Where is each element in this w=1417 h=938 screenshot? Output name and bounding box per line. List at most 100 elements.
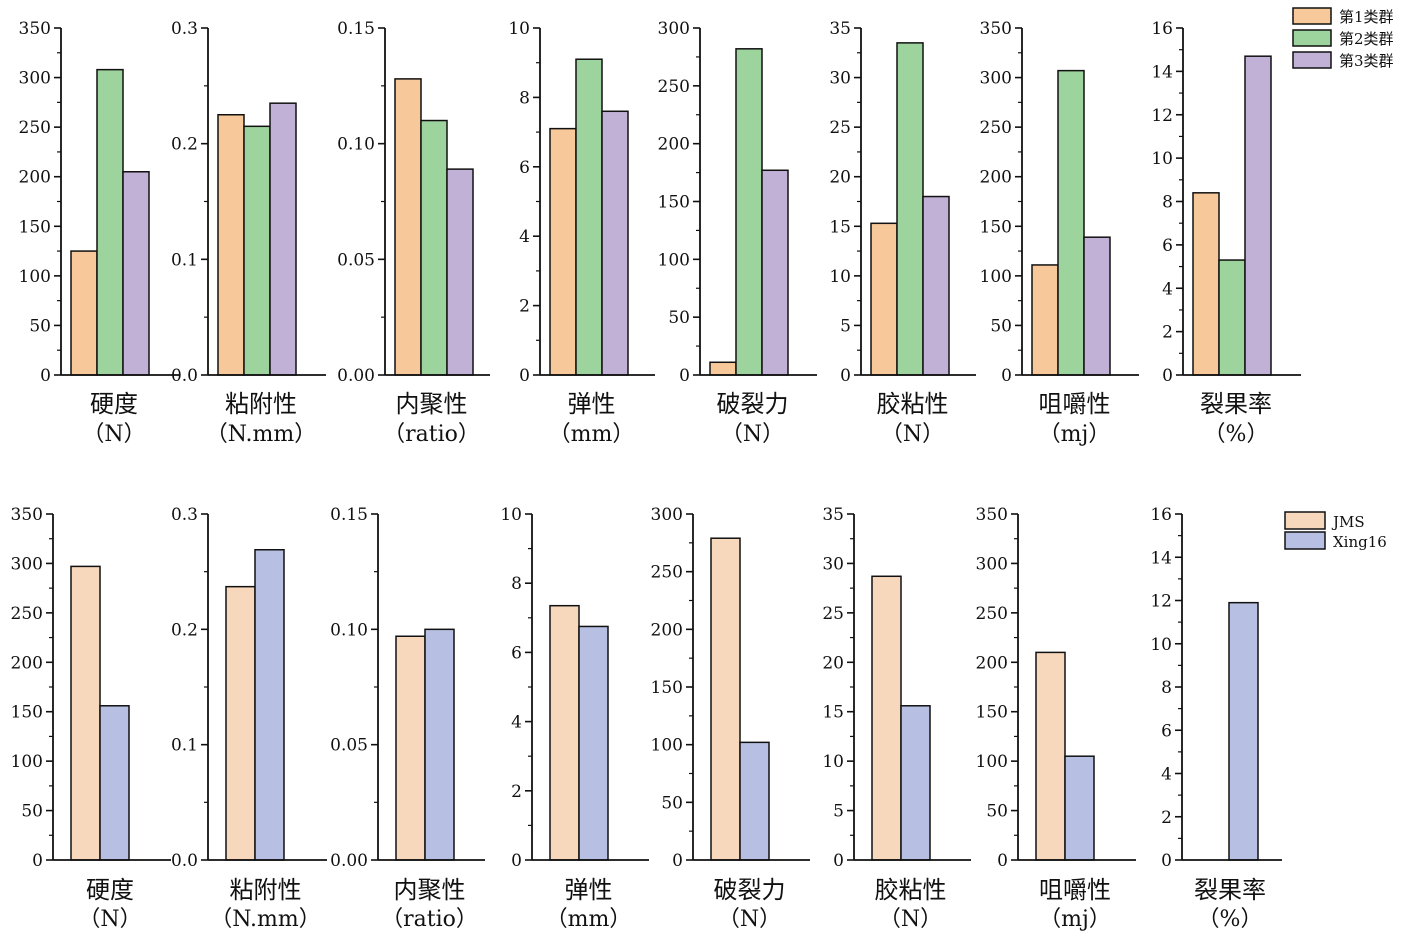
y-tick-label: 50 (21, 802, 43, 822)
y-tick-label: 30 (822, 554, 844, 574)
y-tick-label: 250 (976, 604, 1008, 624)
y-tick-label: 0 (997, 851, 1008, 871)
panel-bottom-8: 0 2 4 6 8 10 12 14 16 裂果率 （%） (1150, 505, 1282, 932)
y-tick-label: 50 (668, 308, 690, 328)
y-tick-label: 300 (980, 69, 1012, 89)
y-tick-label: 0.10 (337, 135, 375, 155)
y-tick-label: 0 (679, 366, 690, 386)
bar-Xing16 (739, 741, 770, 861)
legend-label: JMS (1331, 513, 1365, 531)
x-axis-label: 胶粘性 (875, 876, 947, 904)
y-tick-label: 50 (661, 793, 683, 813)
bar-第1类群 (549, 127, 577, 376)
bar-JMS (549, 604, 580, 861)
legend-bottom: JMS Xing16 (1284, 511, 1387, 551)
y-tick-label: 6 (511, 643, 522, 663)
bar-JMS (871, 575, 902, 861)
y-tick-label: 12 (1151, 106, 1173, 126)
bar-第2类群 (575, 58, 603, 376)
x-axis-unit: （N） (879, 907, 942, 932)
x-axis-label: 弹性 (565, 876, 613, 904)
x-axis-unit: （N） (82, 422, 145, 447)
legend-label: Xing16 (1333, 533, 1387, 551)
legend-swatch (1292, 29, 1332, 47)
panel-top-2: 0.0 0.1 0.2 0.3 粘附性 （N.mm） (171, 19, 326, 447)
y-tick-label: 250 (651, 563, 683, 583)
bar-JMS (225, 585, 256, 861)
y-tick-label: 25 (822, 604, 844, 624)
bar-第3类群 (1083, 236, 1111, 376)
bar-第1类群 (870, 222, 898, 376)
x-axis-label: 破裂力 (714, 876, 786, 904)
bar-第3类群 (446, 168, 474, 376)
x-axis-label: 胶粘性 (877, 390, 949, 418)
x-axis-unit: （N） (78, 907, 141, 932)
y-tick-label: 10 (508, 19, 530, 39)
panel-top-3: 0.00 0.05 0.10 0.15 内聚性 （ratio） (337, 19, 490, 447)
bar-第3类群 (122, 171, 150, 376)
x-axis-unit: （N） (881, 422, 944, 447)
y-tick-label: 8 (511, 574, 522, 594)
y-tick-label: 10 (829, 267, 851, 287)
x-axis-unit: （N.mm） (206, 422, 317, 447)
y-tick-label: 0.05 (337, 250, 375, 270)
y-tick-label: 300 (658, 19, 690, 39)
bar-第3类群 (922, 195, 950, 376)
x-axis-label: 内聚性 (394, 876, 466, 904)
y-tick-label: 100 (651, 736, 683, 756)
y-tick-label: 8 (1161, 678, 1172, 698)
y-tick-label: 4 (511, 713, 522, 733)
y-tick-label: 300 (11, 554, 43, 574)
y-tick-label: 350 (19, 19, 51, 39)
panel-top-1: 0 50 100 150 200 250 300 350 硬度 （N） (19, 19, 179, 447)
y-tick-label: 100 (19, 267, 51, 287)
y-tick-label: 8 (519, 88, 530, 108)
bar-JMS (395, 635, 426, 861)
y-tick-label: 0 (1161, 851, 1172, 871)
bar-第1类群 (1192, 192, 1220, 376)
y-tick-label: 10 (1150, 635, 1172, 655)
panel-bottom-3: 0.00 0.05 0.10 0.15 内聚性 （ratio） (330, 505, 485, 932)
bar-Xing16 (99, 705, 130, 861)
bar-第1类群 (709, 361, 737, 376)
legend-label: 第3类群 (1339, 52, 1394, 70)
x-axis-unit: （mm） (546, 907, 632, 932)
x-axis-unit: （mm） (549, 422, 635, 447)
y-tick-label: 16 (1151, 19, 1173, 39)
y-tick-label: 35 (822, 505, 844, 525)
y-tick-label: 10 (1151, 149, 1173, 169)
panel-bottom-2: 0.0 0.1 0.2 0.3 粘附性 （N.mm） (171, 505, 327, 932)
y-tick-label: 4 (1161, 765, 1172, 785)
y-tick-label: 100 (658, 250, 690, 270)
x-axis-unit: （%） (1204, 422, 1269, 447)
y-tick-label: 50 (990, 316, 1012, 336)
x-axis-unit: （ratio） (381, 907, 478, 932)
panel-bottom-5: 0 50 100 150 200 250 300 破裂力 （N） (651, 505, 810, 932)
y-tick-label: 250 (658, 77, 690, 97)
y-tick-label: 2 (1162, 323, 1173, 343)
legend-label: 第2类群 (1339, 30, 1394, 48)
x-axis-label: 内聚性 (396, 390, 468, 418)
x-axis-label: 弹性 (568, 390, 616, 418)
y-tick-label: 5 (840, 316, 851, 336)
y-tick-label: 6 (1161, 721, 1172, 741)
y-tick-label: 150 (658, 193, 690, 213)
panels: 050100150200250300350硬度（N）0.00.10.20.3粘附… (11, 19, 1301, 932)
y-tick-label: 2 (1161, 808, 1172, 828)
y-tick-label: 20 (822, 653, 844, 673)
y-tick-label: 35 (829, 19, 851, 39)
bar-JMS (1035, 651, 1066, 861)
y-tick-label: 150 (976, 703, 1008, 723)
y-tick-label: 0.3 (171, 19, 198, 39)
y-tick-label: 2 (519, 297, 530, 317)
y-tick-label: 0.00 (337, 366, 375, 386)
bar-第1类群 (394, 78, 422, 376)
x-axis-unit: （N） (718, 907, 781, 932)
x-axis-unit: （ratio） (383, 422, 480, 447)
y-tick-label: 250 (11, 604, 43, 624)
legend-swatch (1292, 51, 1332, 69)
panel-bottom-1: 0 50 100 150 200 250 300 350 硬度 （N） (11, 505, 171, 932)
legend-swatch (1284, 531, 1326, 550)
y-tick-label: 0 (672, 851, 683, 871)
